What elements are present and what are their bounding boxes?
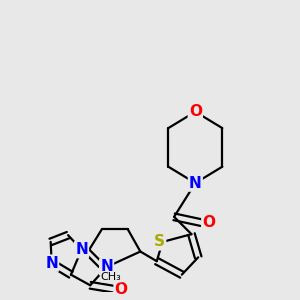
Text: S: S (154, 234, 165, 249)
Text: N: N (100, 260, 113, 274)
Text: O: O (202, 215, 215, 230)
Text: N: N (75, 242, 88, 257)
Text: N: N (189, 176, 202, 190)
Text: CH₃: CH₃ (101, 272, 122, 282)
Text: O: O (115, 282, 128, 297)
Text: O: O (189, 104, 202, 119)
Text: N: N (45, 256, 58, 271)
